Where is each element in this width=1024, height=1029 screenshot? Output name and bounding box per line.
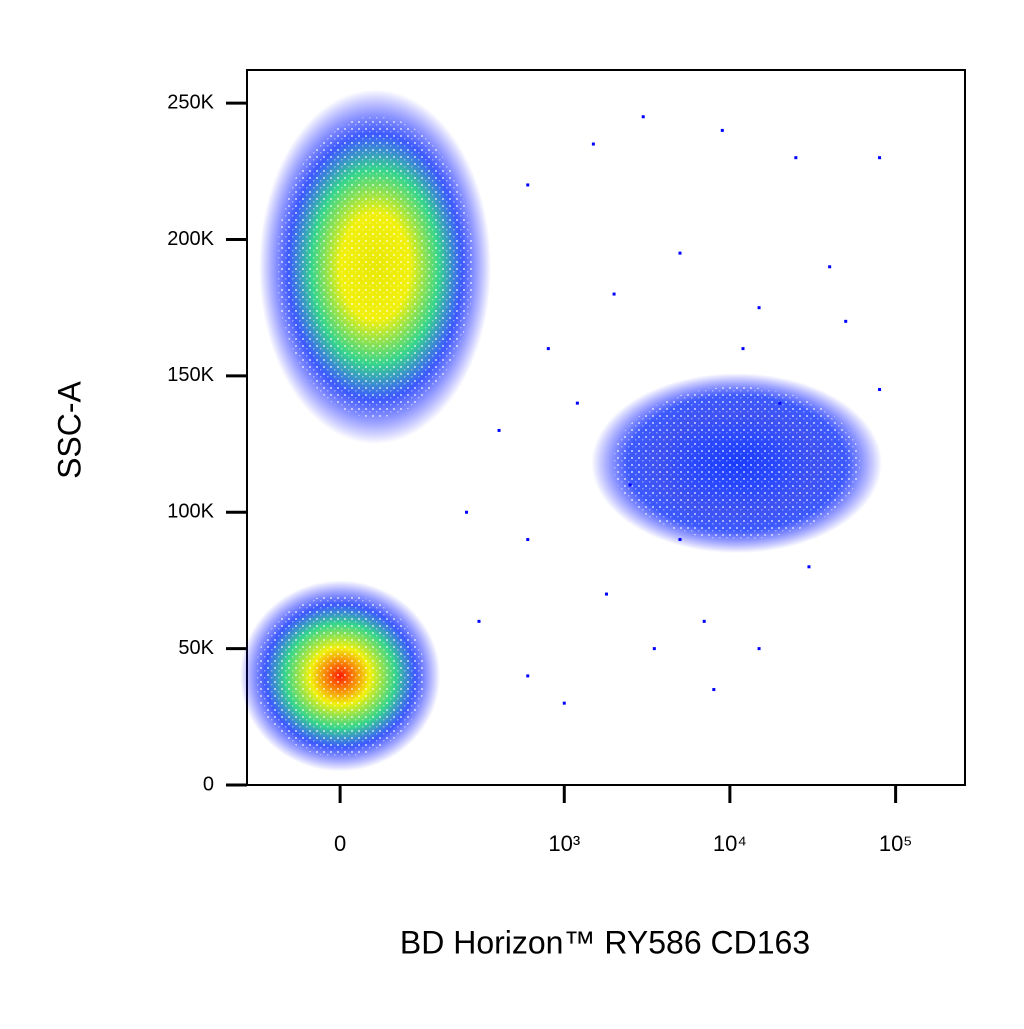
event-dot bbox=[720, 128, 724, 132]
event-dot bbox=[844, 319, 848, 323]
event-dot bbox=[546, 347, 550, 351]
event-dot bbox=[878, 388, 882, 392]
event-dot bbox=[562, 701, 566, 705]
y-tick-label: 200K bbox=[167, 228, 214, 250]
x-tick-label: 10³ bbox=[548, 831, 580, 856]
event-dot bbox=[477, 619, 481, 623]
event-dot bbox=[526, 674, 530, 678]
x-axis-label: BD Horizon™ RY586 CD163 bbox=[400, 924, 810, 960]
plot-frame bbox=[246, 69, 966, 786]
event-dot bbox=[878, 156, 882, 160]
event-dot bbox=[465, 510, 469, 514]
event-dot bbox=[526, 183, 530, 187]
event-dot bbox=[807, 565, 811, 569]
y-tick-label: 0 bbox=[203, 773, 214, 795]
cluster-texture bbox=[276, 116, 474, 418]
event-dot bbox=[652, 647, 656, 651]
x-tick-label: 10⁴ bbox=[713, 831, 747, 856]
x-tick-label: 0 bbox=[334, 831, 346, 856]
y-axis-label: SSC-A bbox=[51, 380, 87, 478]
x-tick-label: 10⁵ bbox=[879, 831, 913, 856]
event-dot bbox=[641, 115, 645, 119]
y-tick-label: 250K bbox=[167, 91, 214, 113]
cluster-texture bbox=[613, 386, 861, 540]
y-tick-label: 100K bbox=[167, 501, 214, 523]
event-dot bbox=[678, 538, 682, 542]
event-dot bbox=[612, 292, 616, 296]
cluster-texture bbox=[254, 594, 426, 758]
event-dot bbox=[604, 592, 608, 596]
event-dot bbox=[778, 401, 782, 405]
event-dot bbox=[828, 265, 832, 269]
event-dot bbox=[526, 538, 530, 542]
y-tick-label: 50K bbox=[178, 637, 214, 659]
event-dot bbox=[497, 428, 501, 432]
event-dot bbox=[591, 142, 595, 146]
event-dot bbox=[712, 688, 716, 692]
event-dot bbox=[757, 306, 761, 310]
event-dot bbox=[678, 251, 682, 255]
event-dot bbox=[575, 401, 579, 405]
event-dot bbox=[757, 647, 761, 651]
event-dot bbox=[628, 483, 632, 487]
event-dot bbox=[702, 619, 706, 623]
event-dot bbox=[741, 347, 745, 351]
event-dot bbox=[794, 156, 798, 160]
y-tick-label: 150K bbox=[167, 364, 214, 386]
